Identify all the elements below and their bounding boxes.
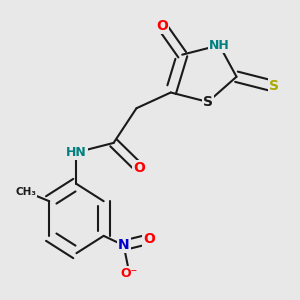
Text: S: S <box>269 79 279 93</box>
Text: CH₃: CH₃ <box>16 187 37 197</box>
Text: O: O <box>156 19 168 33</box>
Text: O: O <box>134 161 145 175</box>
Text: N: N <box>118 238 130 252</box>
Text: NH: NH <box>209 39 230 52</box>
Text: HN: HN <box>66 146 87 159</box>
Text: S: S <box>203 95 213 109</box>
Text: O⁻: O⁻ <box>121 267 138 280</box>
Text: O: O <box>143 232 155 246</box>
